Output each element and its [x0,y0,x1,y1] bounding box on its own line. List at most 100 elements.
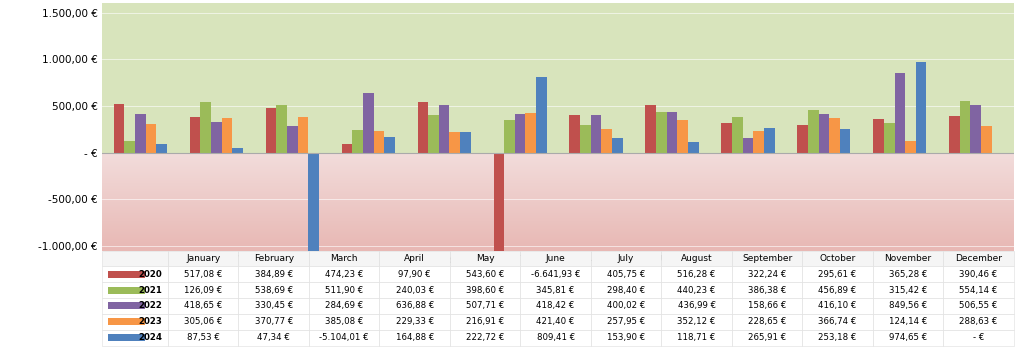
FancyBboxPatch shape [732,266,803,282]
Bar [145,124,157,153]
Bar [135,114,145,153]
Text: 384,89 €: 384,89 € [255,270,293,279]
Bar [764,128,774,153]
Text: 436,99 €: 436,99 € [678,302,716,310]
FancyBboxPatch shape [239,251,309,266]
Text: December: December [955,254,1002,263]
FancyBboxPatch shape [662,251,732,266]
FancyBboxPatch shape [520,298,591,314]
Bar [732,117,742,153]
FancyBboxPatch shape [943,314,1014,330]
FancyBboxPatch shape [239,314,309,330]
Bar [798,125,808,153]
FancyBboxPatch shape [380,298,450,314]
Text: 315,42 €: 315,42 € [889,285,927,295]
Text: 257,95 €: 257,95 € [607,317,645,326]
Text: 421,40 €: 421,40 € [537,317,574,326]
Text: 345,81 €: 345,81 € [537,285,574,295]
FancyBboxPatch shape [803,298,872,314]
Bar [439,105,450,153]
FancyBboxPatch shape [662,330,732,346]
Bar [818,114,829,153]
FancyBboxPatch shape [450,298,520,314]
Bar [525,113,536,153]
Text: 298,40 €: 298,40 € [607,285,645,295]
Bar [895,73,905,153]
FancyBboxPatch shape [380,282,450,298]
Text: 474,23 €: 474,23 € [325,270,364,279]
Text: 164,88 €: 164,88 € [395,333,434,342]
FancyBboxPatch shape [380,314,450,330]
Bar [298,117,308,153]
FancyBboxPatch shape [872,314,943,330]
Text: March: March [331,254,358,263]
FancyBboxPatch shape [943,266,1014,282]
Bar [211,122,221,153]
Bar [808,110,818,153]
FancyBboxPatch shape [803,314,872,330]
FancyBboxPatch shape [520,314,591,330]
Bar [873,119,884,153]
FancyBboxPatch shape [943,282,1014,298]
Bar [971,105,981,153]
FancyBboxPatch shape [732,330,803,346]
Text: 506,55 €: 506,55 € [959,302,997,310]
FancyBboxPatch shape [803,282,872,298]
FancyBboxPatch shape [102,314,168,330]
Text: 126,09 €: 126,09 € [184,285,222,295]
Text: 507,71 €: 507,71 € [466,302,505,310]
Text: -6.641,93 €: -6.641,93 € [530,270,581,279]
FancyBboxPatch shape [803,330,872,346]
Text: October: October [819,254,856,263]
Bar [569,115,581,153]
Bar [108,318,145,325]
Text: January: January [186,254,220,263]
FancyBboxPatch shape [309,314,380,330]
Text: April: April [404,254,425,263]
Text: 216,91 €: 216,91 € [466,317,504,326]
Text: 322,24 €: 322,24 € [748,270,786,279]
FancyBboxPatch shape [168,282,239,298]
FancyBboxPatch shape [520,282,591,298]
Text: November: November [885,254,932,263]
Bar [308,153,318,251]
FancyBboxPatch shape [102,298,168,314]
FancyBboxPatch shape [450,251,520,266]
Bar [384,137,395,153]
FancyBboxPatch shape [102,251,168,266]
Bar [915,62,927,153]
Bar [460,132,471,153]
Text: 124,14 €: 124,14 € [889,317,927,326]
FancyBboxPatch shape [803,251,872,266]
FancyBboxPatch shape [168,266,239,282]
Bar [157,144,167,153]
Bar [108,302,145,310]
Bar [667,112,677,153]
Text: 47,34 €: 47,34 € [257,333,290,342]
FancyBboxPatch shape [662,314,732,330]
Bar [276,105,287,153]
Text: 222,72 €: 222,72 € [466,333,505,342]
FancyBboxPatch shape [662,266,732,282]
FancyBboxPatch shape [872,330,943,346]
FancyBboxPatch shape [450,330,520,346]
Bar [645,104,656,153]
Text: July: July [617,254,634,263]
Text: 386,38 €: 386,38 € [748,285,786,295]
Text: 2020: 2020 [138,270,162,279]
FancyBboxPatch shape [591,298,662,314]
Text: August: August [681,254,713,263]
Text: 538,69 €: 538,69 € [255,285,293,295]
Text: 352,12 €: 352,12 € [678,317,716,326]
Text: 265,91 €: 265,91 € [748,333,786,342]
Text: 305,06 €: 305,06 € [184,317,222,326]
Text: 366,74 €: 366,74 € [818,317,857,326]
FancyBboxPatch shape [943,330,1014,346]
Bar [688,142,698,153]
Bar [232,148,243,153]
Bar [374,131,384,153]
Text: -5.104,01 €: -5.104,01 € [319,333,369,342]
FancyBboxPatch shape [102,282,168,298]
Text: 87,53 €: 87,53 € [186,333,220,342]
Text: 228,65 €: 228,65 € [748,317,786,326]
